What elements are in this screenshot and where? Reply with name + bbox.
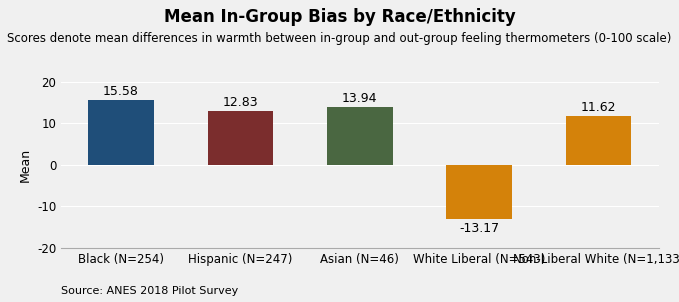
Text: Scores denote mean differences in warmth between in-group and out-group feeling : Scores denote mean differences in warmth…: [7, 32, 672, 45]
Y-axis label: Mean: Mean: [18, 148, 31, 182]
Bar: [327, 107, 392, 165]
Text: 12.83: 12.83: [223, 96, 258, 109]
Text: Source: ANES 2018 Pilot Survey: Source: ANES 2018 Pilot Survey: [61, 286, 238, 296]
Text: 15.58: 15.58: [103, 85, 139, 98]
Bar: [208, 111, 274, 165]
Bar: [566, 116, 631, 165]
Text: 11.62: 11.62: [581, 101, 617, 114]
Text: 13.94: 13.94: [342, 92, 378, 104]
Bar: [446, 165, 512, 219]
Bar: [88, 100, 154, 165]
Text: -13.17: -13.17: [459, 222, 499, 235]
Text: Mean In-Group Bias by Race/Ethnicity: Mean In-Group Bias by Race/Ethnicity: [164, 8, 515, 26]
